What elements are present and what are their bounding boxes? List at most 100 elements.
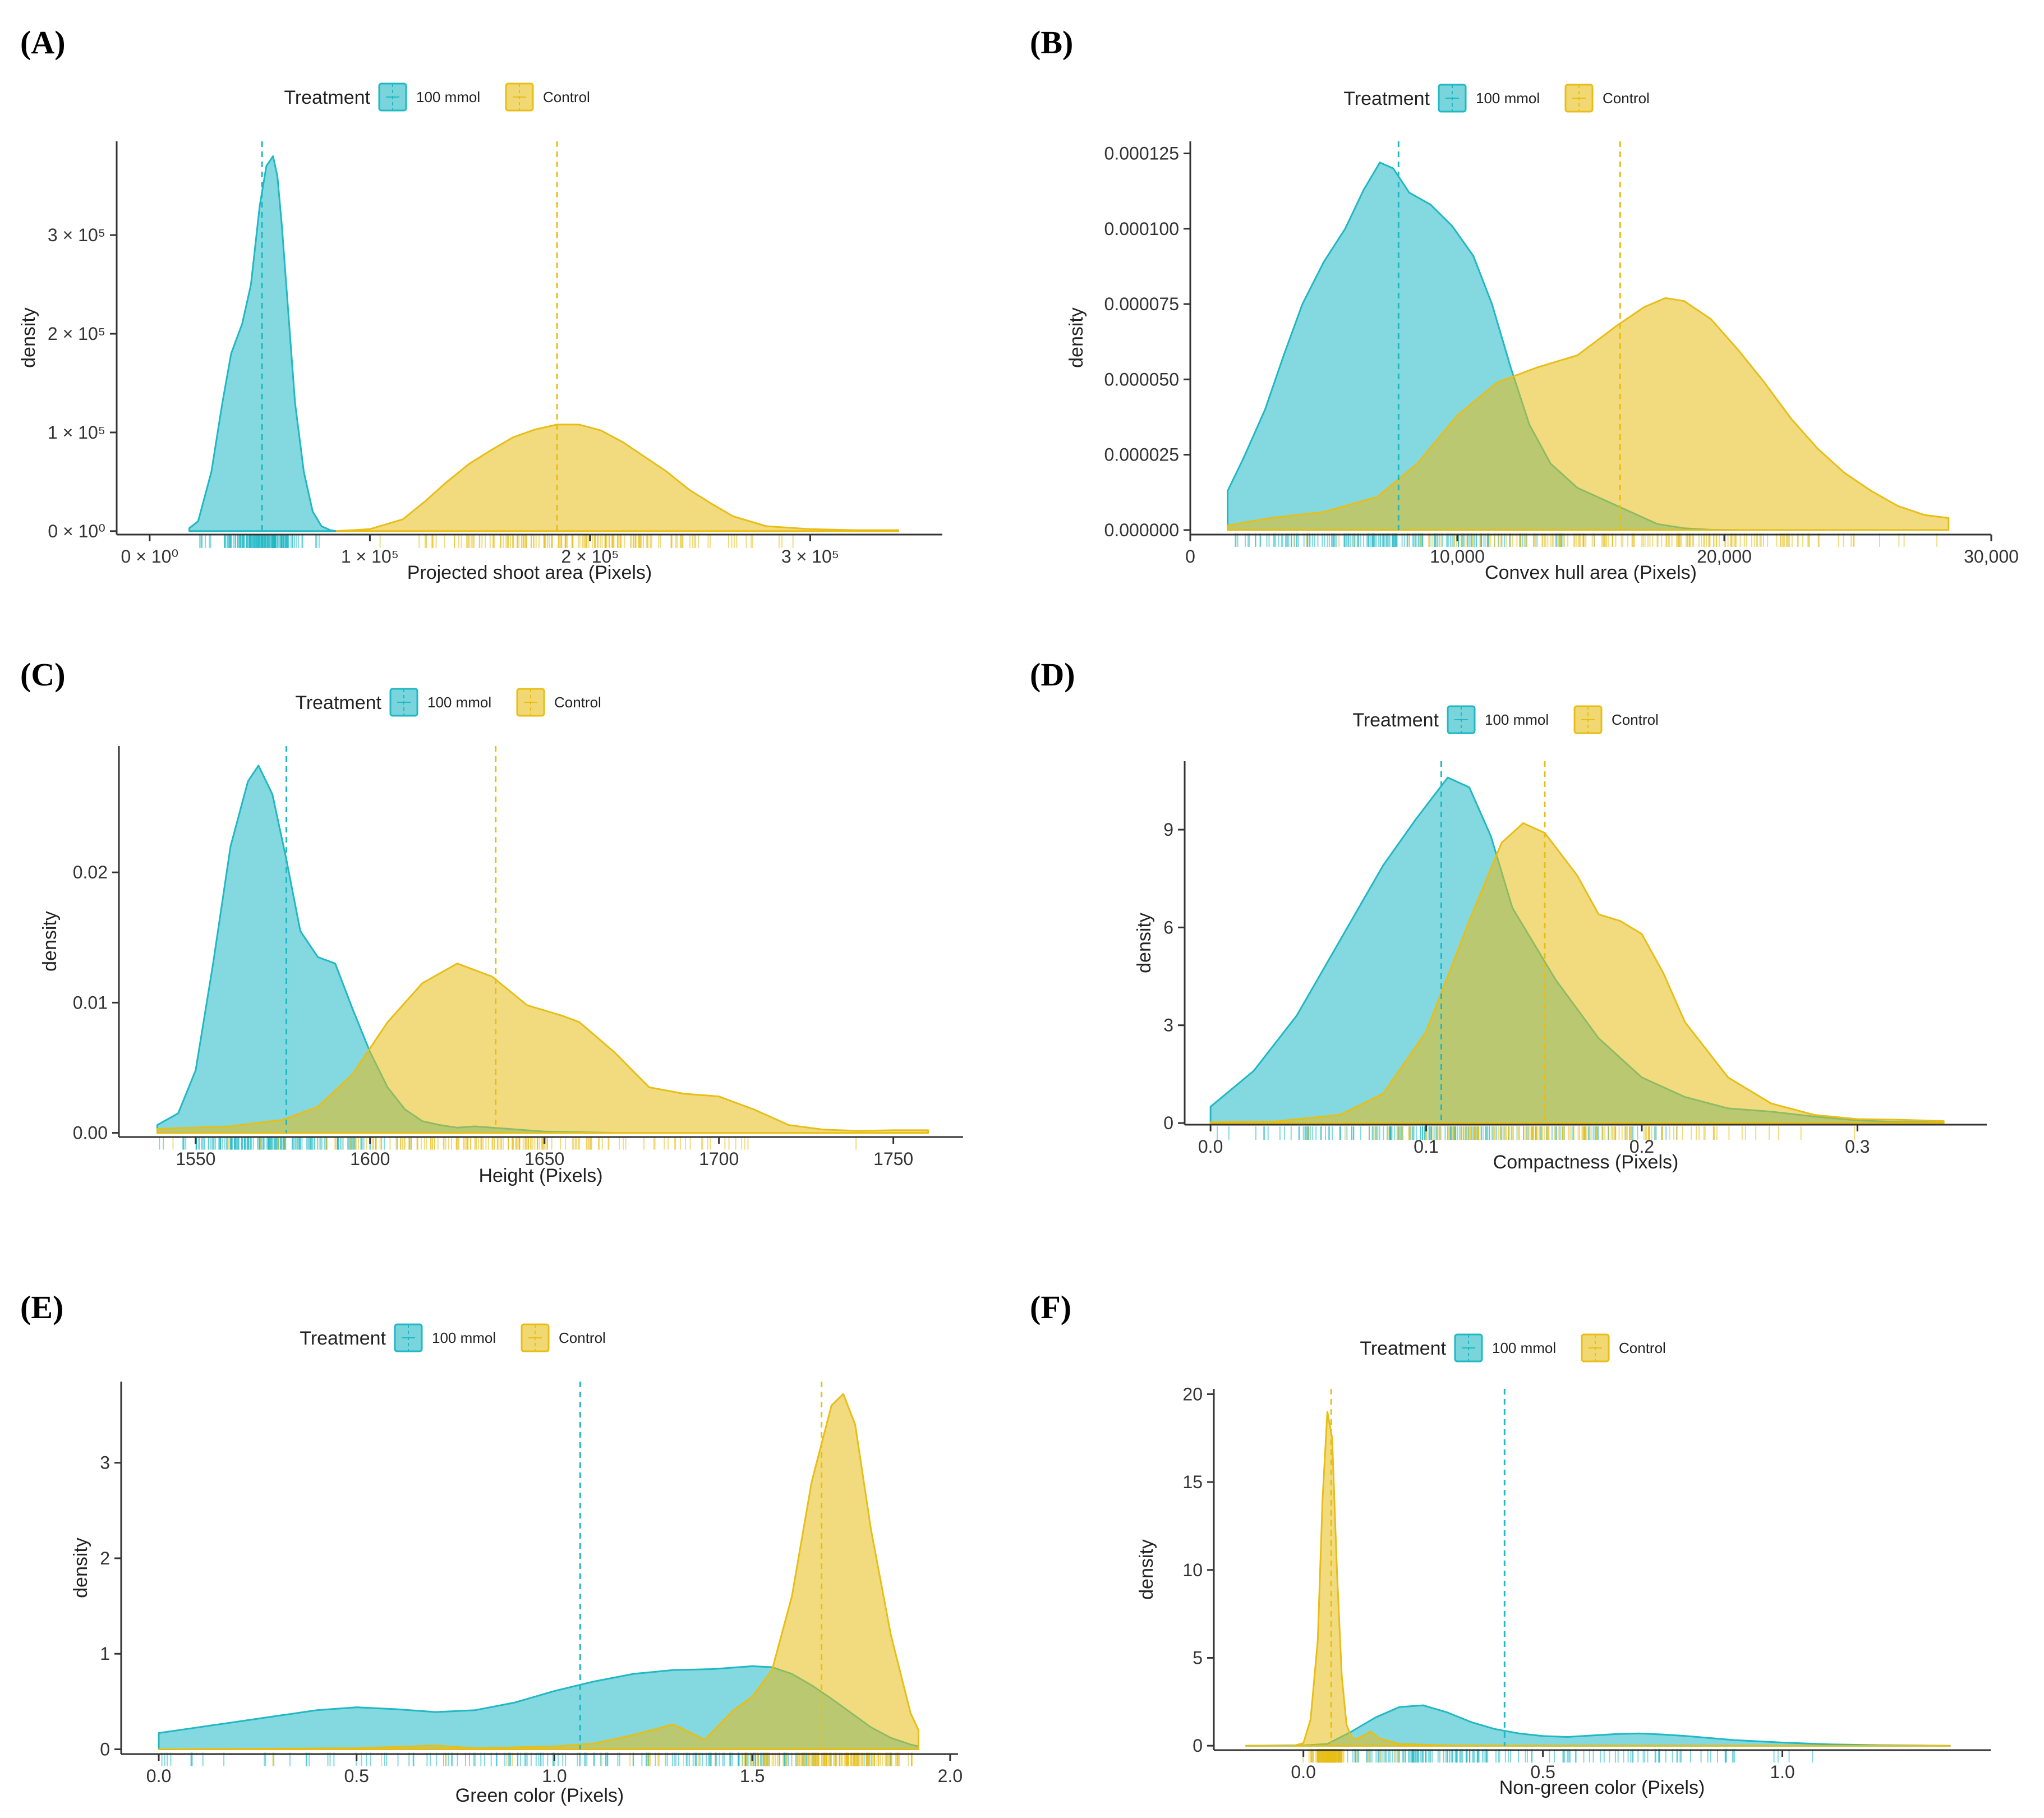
x-tick-label: 1 × 10⁵ [341, 546, 399, 567]
y-tick-label: 0.000075 [1104, 294, 1179, 314]
legend-label: Control [1619, 1340, 1666, 1356]
legend: Treatment 100 mmol Control [1352, 705, 1659, 734]
y-tick-label: 0.000100 [1104, 219, 1179, 239]
legend-label: Control [1612, 711, 1659, 728]
y-tick-label: 0 [100, 1739, 110, 1759]
y-tick-label: 10 [1182, 1560, 1203, 1580]
y-tick-label: 3 [100, 1453, 110, 1473]
y-tick-label: 3 [1163, 1015, 1173, 1035]
y-tick-label: 2 × 10⁵ [48, 324, 105, 344]
x-tick-label: 10,000 [1430, 546, 1485, 567]
legend-key-1 [521, 1323, 550, 1352]
legend-label: 100 mmol [1485, 711, 1549, 728]
x-tick-label: 1600 [350, 1149, 390, 1169]
x-axis-label: Convex hull area (Pixels) [1485, 562, 1697, 583]
y-tick-label: 0 [1163, 1113, 1173, 1133]
rug [1302, 1749, 1813, 1763]
legend-title: Treatment [284, 87, 370, 108]
legend: Treatment 100 mmol Control [1360, 1333, 1666, 1363]
y-tick-label: 6 [1163, 917, 1173, 937]
panel-a: (A) Treatment 100 mmol Control 0 × 10⁰ 1 × 10… [18, 24, 942, 583]
density-area-control [1245, 1411, 1951, 1747]
x-tick-label: 0.5 [1530, 1762, 1555, 1782]
density-area-treatment [188, 155, 338, 532]
panel-d: (D) Treatment 100 mmol Control 0.0 0.1 0.2 0.3 0… [1030, 656, 1987, 1173]
legend-key-0 [394, 1323, 423, 1352]
x-tick-label: 0.3 [1845, 1136, 1870, 1157]
x-tick-label: 2.0 [938, 1766, 963, 1786]
panel-label: (E) [20, 1289, 63, 1325]
legend-key-1 [505, 82, 534, 112]
legend-label: Control [559, 1329, 606, 1346]
legend-key-0 [389, 688, 418, 717]
y-tick-label: 0.000125 [1104, 143, 1179, 163]
x-tick-label: 0.1 [1414, 1136, 1438, 1157]
x-tick-label: 1.0 [1770, 1762, 1794, 1782]
density-area-treatment [1245, 1704, 1951, 1747]
y-axis-label: density [1134, 913, 1155, 973]
y-tick-label: 1 [100, 1644, 110, 1664]
density-area-control [156, 963, 929, 1134]
y-axis-label: density [1066, 307, 1087, 368]
y-tick-label: 0.01 [73, 992, 108, 1012]
x-tick-label: 1.5 [740, 1766, 765, 1786]
panel-label: (C) [20, 656, 66, 693]
x-tick-label: 2 × 10⁵ [561, 546, 619, 567]
legend-label: 100 mmol [1492, 1340, 1556, 1356]
y-tick-label: 20 [1182, 1384, 1203, 1404]
x-tick-label: 0.0 [146, 1766, 171, 1786]
density-area-control [336, 424, 899, 532]
x-tick-label: 1.0 [542, 1766, 567, 1786]
x-tick-label: 0.0 [1291, 1762, 1315, 1782]
legend-label: Control [543, 89, 590, 105]
legend: Treatment 100 mmol Control [284, 82, 590, 112]
legend: Treatment 100 mmol Control [300, 1323, 606, 1352]
legend-key-1 [516, 688, 545, 717]
panel-c: (C) Treatment 100 mmol Control 1550 1600 1650 1… [20, 656, 963, 1186]
legend: Treatment 100 mmol Control [295, 688, 601, 717]
x-tick-label: 20,000 [1697, 546, 1752, 567]
legend-title: Treatment [1343, 88, 1430, 109]
legend-label: 100 mmol [427, 694, 491, 711]
x-axis-label: Projected shoot area (Pixels) [407, 562, 652, 583]
y-axis-label: density [18, 307, 39, 368]
panel-label: (D) [1030, 656, 1075, 693]
y-axis-label: density [70, 1538, 91, 1598]
y-tick-label: 0.00 [73, 1123, 108, 1143]
panel-f: (F) Treatment 100 mmol Control 0.0 0.5 1.0 0 5 10… [1030, 1289, 1991, 1798]
y-tick-label: 3 × 10⁵ [48, 225, 105, 245]
y-axis-label: density [39, 911, 61, 972]
legend-label: Control [554, 694, 601, 711]
panel-b: (B) Treatment 100 mmol Control 0 10,000 20,000… [1030, 24, 2019, 583]
x-tick-label: 0 [1185, 546, 1195, 567]
legend-label: 100 mmol [416, 89, 480, 105]
legend-key-0 [378, 82, 407, 112]
legend: Treatment 100 mmol Control [1343, 84, 1650, 113]
y-tick-label: 9 [1163, 820, 1173, 840]
x-axis-label: Compactness (Pixels) [1493, 1152, 1679, 1173]
y-tick-label: 0 [1193, 1736, 1203, 1756]
y-tick-label: 5 [1193, 1647, 1203, 1668]
x-axis-label: Green color (Pixels) [455, 1785, 624, 1806]
x-tick-label: 30,000 [1964, 546, 2019, 567]
legend-key-1 [1573, 705, 1603, 734]
y-tick-label: 1 × 10⁵ [48, 422, 105, 443]
x-tick-label: 1650 [524, 1149, 564, 1169]
y-tick-label: 2 [100, 1548, 110, 1568]
panel-label: (A) [20, 24, 66, 61]
rug [1217, 1126, 1856, 1140]
y-tick-label: 0 × 10⁰ [48, 521, 105, 541]
legend-title: Treatment [1352, 710, 1439, 731]
panel-label: (F) [1030, 1289, 1071, 1325]
legend-label: 100 mmol [432, 1329, 496, 1346]
legend-label: Control [1603, 90, 1650, 107]
x-tick-label: 1750 [873, 1149, 913, 1169]
x-axis-label: Non-green color (Pixels) [1499, 1777, 1705, 1798]
legend-key-0 [1454, 1333, 1483, 1363]
density-area-control [1209, 822, 1945, 1124]
x-tick-label: 0 × 10⁰ [121, 546, 179, 567]
legend-key-0 [1438, 84, 1467, 113]
legend-title: Treatment [295, 692, 381, 714]
legend-key-0 [1447, 705, 1476, 734]
